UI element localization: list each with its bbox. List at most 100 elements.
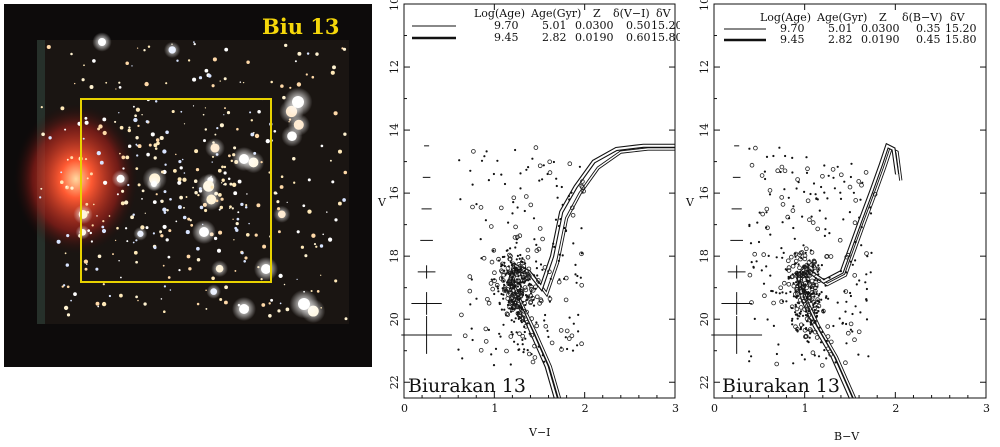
star-point (807, 296, 813, 301)
star-point (532, 343, 537, 349)
star (223, 77, 227, 81)
legend: Log(Age) Age(Gyr) Z δ(B−V) δV 9.70 5.01 … (724, 11, 977, 46)
star-point (547, 159, 553, 165)
star-point (523, 348, 526, 351)
star (133, 250, 138, 255)
star-point (490, 286, 495, 292)
star (304, 254, 308, 258)
star-point (518, 257, 521, 260)
x-tick-label: 0 (401, 402, 408, 415)
star-point (815, 197, 818, 200)
y-axis-label: V (685, 196, 695, 209)
star-point (791, 171, 794, 174)
star-point (816, 279, 819, 282)
star-point (536, 278, 541, 283)
star-point (524, 319, 530, 325)
star-point (556, 196, 559, 199)
star-point (514, 246, 517, 249)
star-point (792, 362, 795, 365)
star-point (858, 216, 861, 219)
star-point (520, 281, 523, 284)
star-point (492, 278, 497, 284)
star-point (849, 291, 852, 295)
star-point (527, 273, 532, 279)
star (211, 276, 215, 281)
star (187, 217, 191, 221)
star-point (483, 155, 486, 158)
star (60, 171, 63, 174)
star-point (489, 259, 495, 265)
star-point (497, 290, 500, 293)
star-point (795, 326, 800, 332)
star-point (798, 305, 804, 310)
star-point (524, 266, 527, 269)
star (237, 211, 240, 214)
star (98, 124, 103, 129)
star (40, 187, 43, 190)
star-glow (200, 188, 223, 211)
star-point (516, 254, 519, 257)
star (136, 47, 139, 49)
star-point (564, 328, 570, 334)
star (121, 189, 125, 193)
star (275, 192, 278, 195)
star-point (815, 292, 818, 296)
star (175, 153, 177, 156)
star (320, 274, 322, 276)
star-point (794, 255, 797, 258)
star-point (506, 249, 509, 252)
star-point (767, 254, 770, 257)
star-point (789, 254, 794, 260)
star (296, 278, 298, 281)
star (270, 80, 273, 84)
star (134, 114, 137, 118)
star-point (769, 233, 772, 236)
star (159, 135, 164, 141)
star-point (811, 265, 815, 268)
star (198, 189, 203, 193)
star-point (761, 252, 766, 257)
star-point (807, 306, 812, 311)
y-tick-label: 14 (388, 123, 401, 137)
star (331, 180, 335, 184)
star-point (578, 165, 581, 168)
star (133, 117, 138, 123)
star-point (829, 339, 834, 345)
star (223, 165, 227, 169)
star (204, 68, 209, 73)
star-point (805, 171, 809, 174)
star-point (755, 260, 758, 263)
star (119, 293, 123, 298)
legend-r1-dcolor: 0.50 (626, 19, 651, 32)
star-point (492, 270, 497, 276)
star (137, 183, 141, 187)
star-point (799, 322, 804, 328)
star (116, 226, 119, 230)
star (221, 178, 225, 182)
star (337, 149, 343, 154)
star-point (782, 168, 788, 174)
star-point (518, 281, 521, 284)
star-point (515, 278, 519, 281)
star-point (849, 260, 852, 263)
star (297, 51, 302, 56)
star (66, 313, 71, 317)
star-point (807, 273, 813, 278)
star (280, 175, 284, 178)
star-point (516, 311, 519, 314)
plot-frame (713, 3, 987, 399)
star (96, 215, 98, 217)
star-point (556, 279, 562, 285)
star-point (794, 311, 797, 314)
star-point (849, 175, 852, 179)
star-point (530, 359, 536, 365)
star (112, 253, 114, 256)
star (178, 268, 181, 272)
star-point (845, 271, 848, 274)
star (81, 78, 85, 82)
star (296, 230, 300, 234)
star-point (749, 242, 753, 245)
star (192, 77, 197, 82)
star (229, 182, 233, 186)
star-point (470, 327, 473, 330)
